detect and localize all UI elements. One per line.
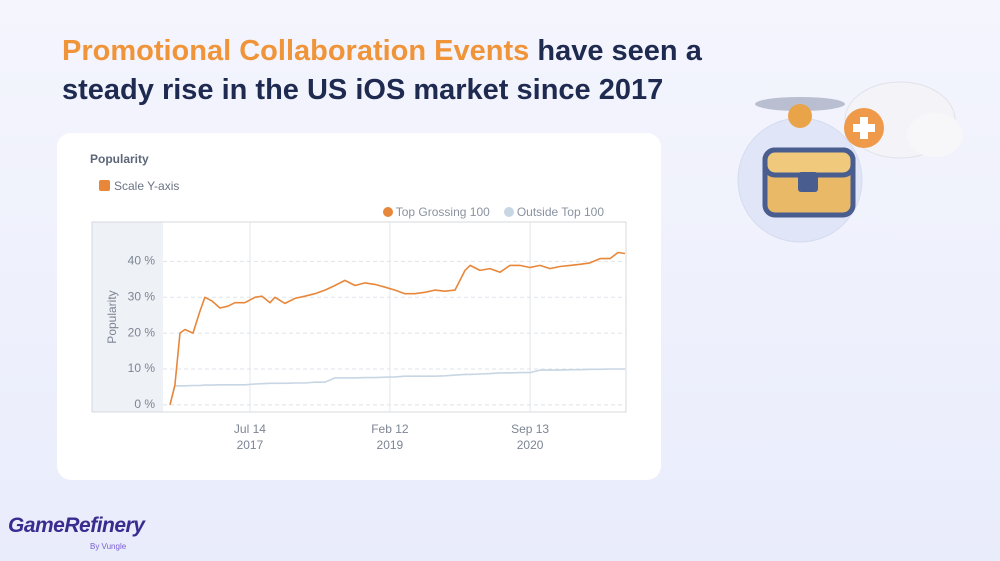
x-tick-label: Jul 14 2017 (233, 422, 266, 452)
legend: Top Grossing 100 Outside Top 100 (382, 205, 604, 219)
title-highlight: Promotional Collaboration Events (62, 35, 530, 67)
checkbox-box[interactable] (99, 180, 110, 191)
logo: GameRefinery (8, 514, 145, 537)
card (57, 133, 661, 480)
legend-swatch (382, 207, 393, 217)
title-rest: have seen a steady rise in the US iOS ma… (62, 35, 702, 106)
plot-frame (91, 221, 627, 413)
y-axis-title: Popularity (105, 290, 119, 343)
card-title: Popularity (90, 152, 149, 166)
checkbox[interactable]: Scale Y-axis (99, 179, 179, 193)
y-tick-label: 10 % (128, 361, 156, 375)
legend-swatch (503, 207, 514, 217)
y-tick-label: 40 % (128, 254, 156, 268)
line-series (169, 368, 625, 405)
y-tick-label: 20 % (128, 325, 156, 339)
legend-item[interactable]: Outside Top 100 (503, 205, 604, 219)
title: Promotional Collaboration Events have see… (62, 32, 742, 110)
x-tick-label: Sep 13 2020 (511, 422, 550, 452)
y-tick-label: 30 % (128, 289, 156, 303)
axis-panel (92, 222, 163, 412)
checkbox-label[interactable]: Scale Y-axis (114, 179, 180, 193)
legend-label: Outside Top 100 (516, 205, 604, 219)
y-tick-label: 0 % (134, 397, 155, 411)
illustration (737, 81, 963, 243)
x-tick-label: Feb 12 2019 (371, 422, 409, 452)
logo-tagline: By Vungle (90, 542, 127, 551)
legend-label: Top Grossing 100 (395, 205, 490, 219)
legend-item[interactable]: Top Grossing 100 (382, 205, 490, 219)
line-series (169, 251, 626, 405)
